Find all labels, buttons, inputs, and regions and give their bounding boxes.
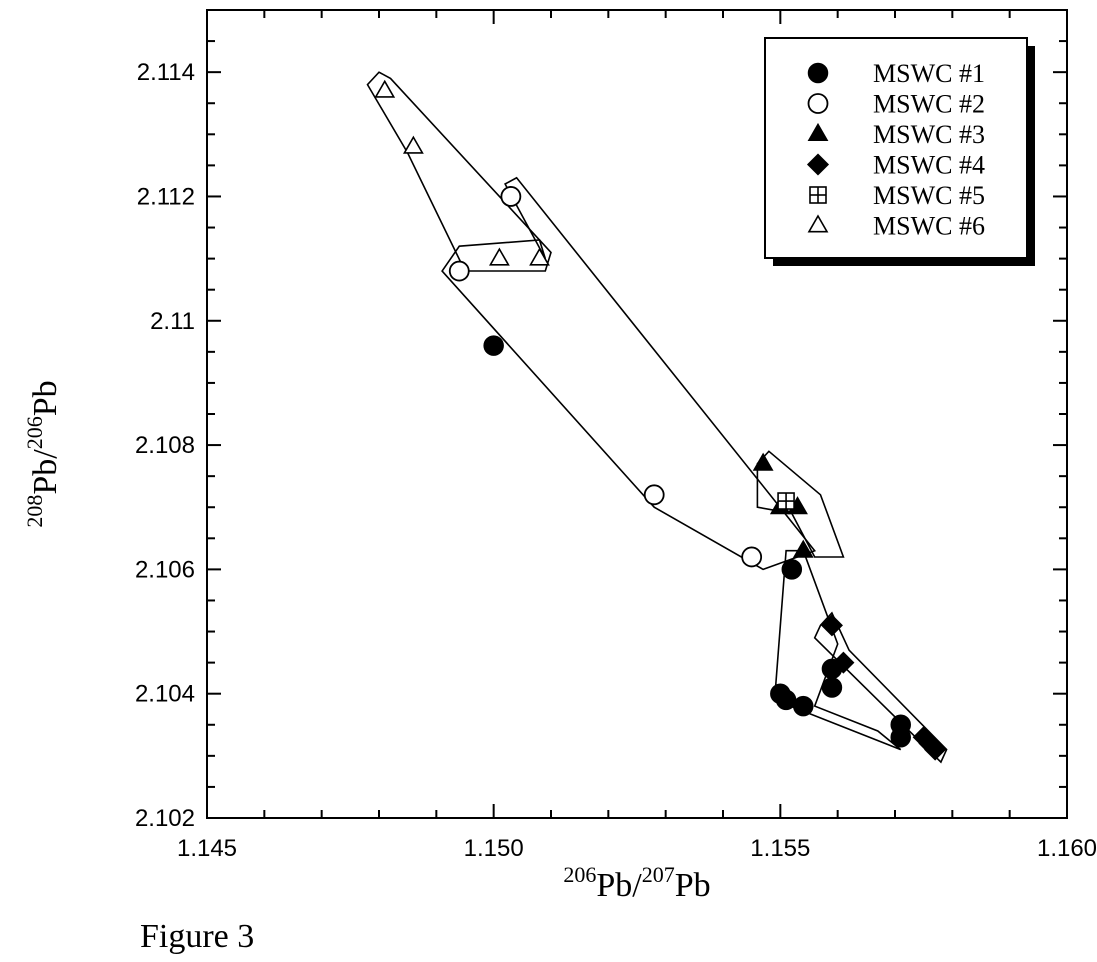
legend-label-3: MSWC #3 <box>873 120 985 149</box>
point-series-6 <box>402 135 424 154</box>
legend-marker-4 <box>806 153 830 176</box>
point-series-4 <box>924 738 947 761</box>
point-series-2 <box>643 484 665 506</box>
x-tick-label: 1.150 <box>464 835 524 862</box>
point-series-1 <box>890 726 911 748</box>
legend-marker-2 <box>807 93 829 114</box>
point-series-4 <box>832 651 855 674</box>
legend-label-6: MSWC #6 <box>873 212 985 241</box>
x-tick-label: 1.155 <box>750 835 810 862</box>
group-outline <box>366 71 552 272</box>
y-tick-label: 2.11 <box>150 308 195 335</box>
y-axis-title-sup2: 206 <box>22 416 47 449</box>
x-axis-title: 206Pb/207Pb <box>563 862 710 904</box>
point-series-1 <box>775 689 797 711</box>
point-series-6 <box>488 247 510 266</box>
group-outline <box>441 176 817 571</box>
point-series-2 <box>448 260 470 282</box>
point-series-3 <box>792 539 814 558</box>
point-series-4 <box>820 614 843 637</box>
point-series-1 <box>821 677 843 698</box>
legend-marker-5 <box>809 186 827 204</box>
tick-labels: 1.145 1.150 1.155 1.160 2.102 2.104 2.106 2.108… <box>135 59 1097 862</box>
x-tick-label: 1.160 <box>1037 835 1097 862</box>
y-axis-title: 208Pb/206Pb <box>22 380 64 527</box>
axis-ticks <box>206 9 1068 819</box>
point-series-1 <box>781 559 803 580</box>
x-axis-title-base1: Pb/ <box>596 867 642 904</box>
group-outline <box>773 549 902 751</box>
y-tick-label: 2.104 <box>135 681 195 708</box>
group-outline <box>756 450 845 558</box>
legend-label-2: MSWC #2 <box>873 90 985 119</box>
point-series-1 <box>793 695 814 717</box>
point-series-1 <box>483 335 504 356</box>
legend-label-5: MSWC #5 <box>873 181 985 210</box>
figure-caption: Figure 3 <box>140 918 255 955</box>
point-series-2 <box>741 546 763 568</box>
group-outline <box>813 611 948 764</box>
y-tick-label: 2.112 <box>137 183 195 210</box>
y-axis-title-sup1: 208 <box>22 495 47 528</box>
data-markers <box>374 79 947 761</box>
x-axis-title-sup2: 207 <box>642 862 675 887</box>
legend-marker-1 <box>807 62 829 84</box>
y-tick-label: 2.108 <box>135 432 195 459</box>
legend-label-4: MSWC #4 <box>873 151 985 180</box>
point-series-2 <box>500 186 522 207</box>
y-tick-label: 2.114 <box>137 59 195 86</box>
x-axis-title-sup1: 206 <box>563 862 596 887</box>
x-axis-title-base2: Pb <box>675 867 711 904</box>
legend-label-1: MSWC #1 <box>873 59 985 88</box>
x-tick-label: 1.145 <box>177 835 237 862</box>
y-tick-label: 2.106 <box>135 556 195 583</box>
point-series-5 <box>777 492 795 510</box>
point-series-6 <box>374 79 396 98</box>
legend-marker-3 <box>807 122 829 141</box>
y-axis-title-base1: Pb/ <box>27 449 64 495</box>
y-axis-title-base2: Pb <box>27 380 64 416</box>
legend-marker-6 <box>807 214 829 233</box>
point-series-3 <box>752 452 774 471</box>
point-series-6 <box>529 247 550 266</box>
y-tick-label: 2.102 <box>135 805 195 832</box>
